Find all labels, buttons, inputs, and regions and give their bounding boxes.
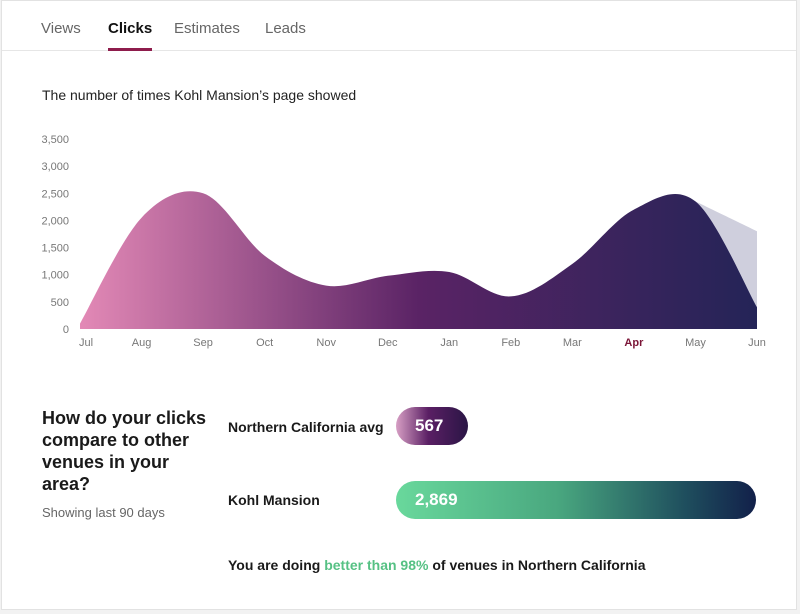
- chart-title: The number of times Kohl Mansion’s page …: [42, 87, 357, 103]
- y-tick-label: 2,500: [41, 188, 69, 200]
- comparison-summary: You are doing better than 98% of venues …: [228, 557, 645, 573]
- x-tick-label: Feb: [501, 337, 520, 349]
- x-tick-label: Jan: [440, 337, 458, 349]
- venue-value: 2,869: [415, 490, 458, 509]
- y-tick-label: 3,000: [41, 161, 69, 173]
- x-tick-label: Mar: [563, 337, 582, 349]
- y-tick-label: 2,000: [41, 215, 69, 227]
- y-tick-label: 1,500: [41, 243, 69, 255]
- summary-prefix: You are doing: [228, 557, 321, 573]
- x-tick-label: May: [685, 337, 706, 349]
- y-tick-label: 500: [51, 297, 69, 309]
- x-tick-label: Aug: [132, 337, 152, 349]
- tab-leads[interactable]: Leads: [265, 20, 306, 37]
- x-axis: Jul Aug Sep Oct Nov Dec Jan Feb Mar Apr May Jun: [79, 337, 766, 349]
- y-axis: 0 500 1,000 1,500 2,000 2,500 3,000 3,500: [41, 134, 69, 336]
- clicks-area-chart: 0 500 1,000 1,500 2,000 2,500 3,000 3,500 Jul Au…: [41, 134, 766, 349]
- x-tick-label: Apr: [624, 337, 644, 349]
- tab-views[interactable]: Views: [41, 20, 81, 37]
- x-tick-label: Nov: [316, 337, 336, 349]
- area-avg-label: Northern California avg: [228, 419, 384, 435]
- summary-suffix: of venues in Northern California: [432, 557, 646, 573]
- venue-label: Kohl Mansion: [228, 492, 320, 508]
- x-tick-label: Jun: [748, 337, 766, 349]
- comparison-heading: How do your clicks compare to other venu…: [42, 408, 207, 494]
- y-tick-label: 1,000: [41, 270, 69, 282]
- y-tick-label: 0: [63, 324, 69, 336]
- plot-area: [80, 191, 757, 329]
- x-tick-label: Jul: [79, 337, 93, 349]
- tab-clicks[interactable]: Clicks: [108, 1, 153, 51]
- tab-estimates[interactable]: Estimates: [174, 20, 240, 37]
- x-tick-label: Sep: [193, 337, 213, 349]
- venue-bar: 2,869: [396, 481, 756, 519]
- y-tick-label: 3,500: [41, 134, 69, 146]
- area-avg-bar: 567: [396, 407, 468, 445]
- x-tick-label: Oct: [256, 337, 273, 349]
- comparison-subtext: Showing last 90 days: [42, 505, 165, 520]
- area-avg-value: 567: [415, 416, 444, 435]
- x-tick-label: Dec: [378, 337, 398, 349]
- summary-highlight: better than 98%: [324, 557, 429, 573]
- clicks-area-series: [80, 191, 757, 329]
- tab-bar: Views Clicks Estimates Leads: [2, 1, 796, 51]
